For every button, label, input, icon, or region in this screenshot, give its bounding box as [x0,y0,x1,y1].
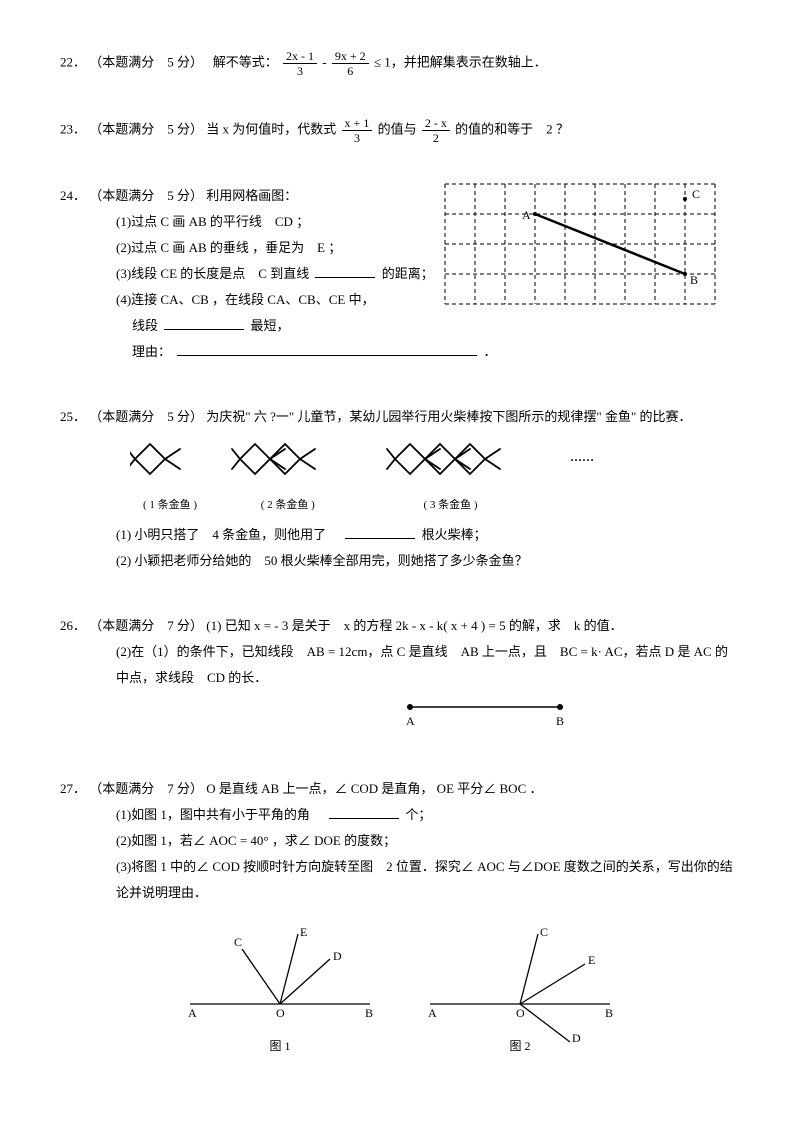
label-b: B [690,273,698,287]
question-27: 27． （本题满分 7 分） O 是直线 AB 上一点，∠ COD 是直角， O… [60,777,740,1057]
fig2-svg: A B O C E D [420,924,620,1044]
sub-1: (1)如图 1，图中共有小于平角的角 个； [116,802,740,828]
fig1-caption: 图 1 [180,1035,380,1058]
tail: 的值的和等于 2 ？ [455,121,569,136]
title: 利用网格画图： [206,188,297,203]
q-points: （本题满分 7 分） [89,618,206,633]
blank-angles [329,805,399,819]
svg-text:C: C [234,935,242,949]
fig1-svg: A B O C E D [180,924,380,1024]
title: O 是直线 AB 上一点，∠ COD 是直角， OE 平分∠ BOC ． [206,781,542,796]
prompt: 当 x 为何值时，代数式 [206,121,339,136]
figure-2: A B O C E D 图 2 [420,924,620,1057]
figure-1: A B O C E D 图 1 [180,924,380,1057]
fish-svg: …… [130,439,630,481]
q-number: 22． [60,54,86,69]
blank-line [315,264,375,278]
svg-text:B: B [365,1006,373,1020]
segment-figure: A B [60,699,740,738]
q-number: 26． [60,618,86,633]
q-number: 25． [60,409,86,424]
svg-text:D: D [572,1031,581,1044]
question-26: 26． （本题满分 7 分） (1) 已知 x = - 3 是关于 x 的方程 … [60,614,740,737]
label-c: C [692,187,700,201]
sub-4c: 理由： ． [116,339,740,365]
q-points: （本题满分 5 分） [89,54,203,69]
svg-text:O: O [276,1006,285,1020]
dots: …… [570,450,594,464]
q-number: 23． [60,121,86,136]
title: 为庆祝" 六 ?一" 儿童节，某幼儿园举行用火柴棒按下图所示的规律摆" 金鱼" … [206,409,691,424]
svg-text:O: O [516,1006,525,1020]
label-a: A [522,208,531,222]
label-a: A [406,714,415,728]
sub-2: (2) 小颖把老师分给她的 50 根火柴棒全部用完，则她搭了多少条金鱼？ [116,548,740,574]
q-points: （本题满分 5 分） [89,121,206,136]
sub-1: (1) 已知 x = - 3 是关于 x 的方程 2k - x - k( x +… [206,618,622,633]
label-b: B [556,714,564,728]
tail: ≤ 1，并把解集表示在数轴上． [374,54,547,69]
sub-1: (1) 小明只搭了 4 条金鱼，则他用了 根火柴棒； [116,522,740,548]
blank-shortest [164,316,244,330]
grid-figure: A B C [440,179,720,318]
fraction-1: x + 1 3 [342,117,373,144]
sub-2: (2)在（1）的条件下，已知线段 AB = 12cm，点 C 是直线 AB 上一… [116,639,740,691]
sub-2: (2)如图 1，若∠ AOC = 40° ，求∠ DOE 的度数； [116,828,740,854]
svg-text:D: D [333,949,342,963]
svg-text:A: A [428,1006,437,1020]
grid-svg: A B C [440,179,720,309]
minus: - [322,54,330,69]
svg-text:E: E [300,925,307,939]
q-number: 27． [60,781,86,796]
svg-text:A: A [188,1006,197,1020]
svg-text:C: C [540,925,548,939]
q-points: （本题满分 7 分） [89,781,206,796]
fraction-2: 2 - x 2 [422,117,450,144]
q-number: 24． [60,188,86,203]
sub-3: (3)将图 1 中的∠ COD 按顺时针方向旋转至图 2 位置．探究∠ AOC … [116,854,740,906]
blank-sticks [345,525,415,539]
question-24: 24． （本题满分 5 分） 利用网格画图： A B [60,184,740,365]
fish-figures: …… [60,439,740,490]
blank-reason [177,342,477,356]
q-points: （本题满分 5 分） [89,409,206,424]
prompt: 解不等式： [213,54,278,69]
svg-text:B: B [605,1006,613,1020]
mid: 的值与 [378,121,420,136]
q-points: （本题满分 5 分） [89,188,206,203]
question-23: 23． （本题满分 5 分） 当 x 为何值时，代数式 x + 1 3 的值与 … [60,117,740,144]
fraction-2: 9x + 2 6 [332,50,369,77]
angle-figures: A B O C E D 图 1 [60,924,740,1057]
svg-text:E: E [588,953,595,967]
fraction-1: 2x - 1 3 [283,50,317,77]
question-22: 22． （本题满分 5 分） 解不等式： 2x - 1 3 - 9x + 2 6… [60,50,740,77]
fish-labels: ( 1 条金鱼 ) ( 2 条金鱼 ) ( 3 条金鱼 ) [60,495,740,516]
question-25: 25． （本题满分 5 分） 为庆祝" 六 ?一" 儿童节，某幼儿园举行用火柴棒… [60,405,740,574]
segment-svg: A B [400,699,580,729]
